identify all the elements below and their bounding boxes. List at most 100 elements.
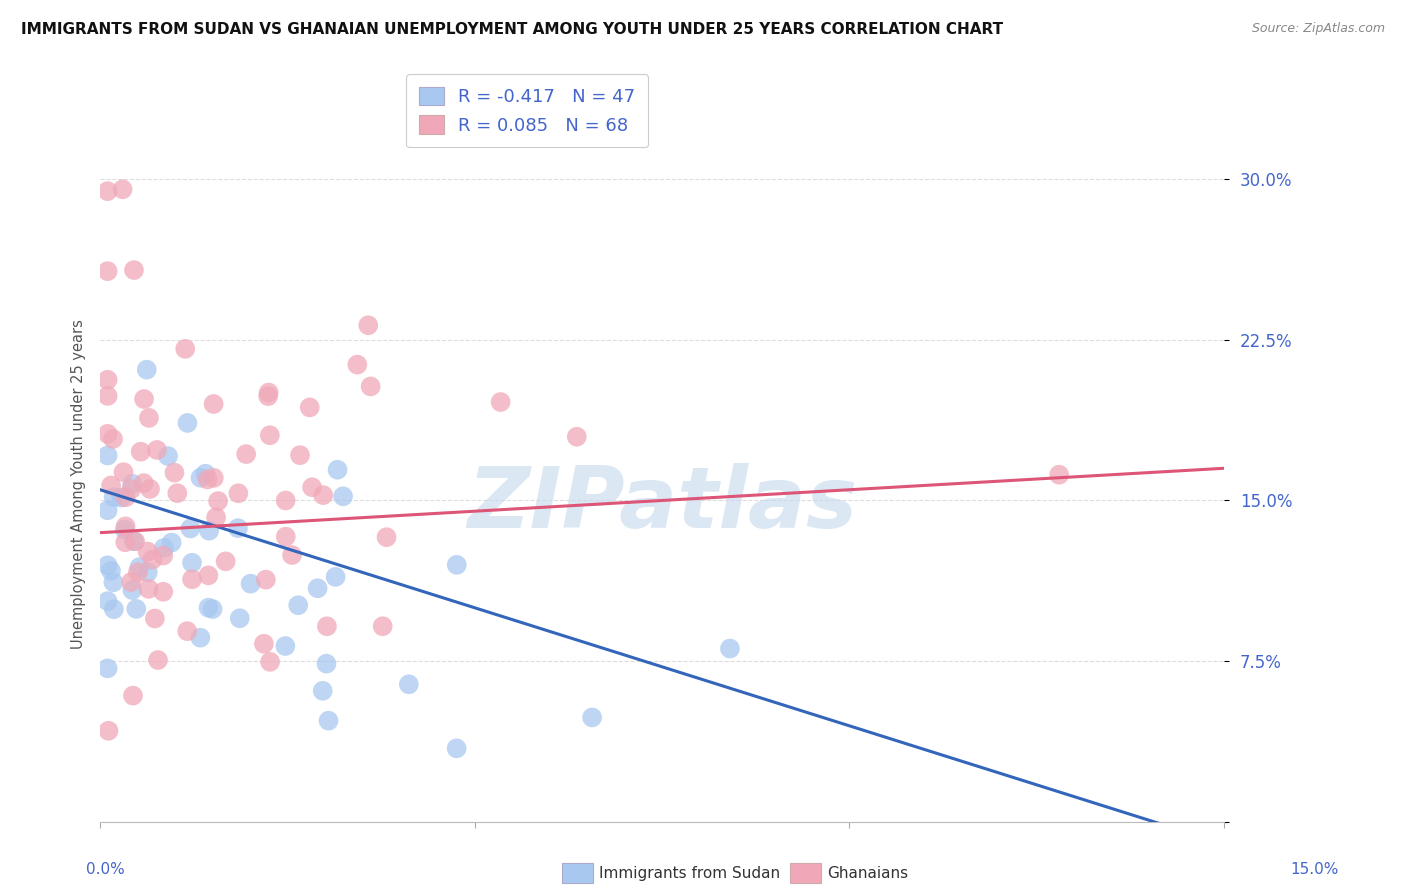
Point <box>239 576 262 591</box>
Point <box>97 449 120 463</box>
Point <box>581 710 603 724</box>
Point <box>163 466 186 480</box>
Y-axis label: Unemployment Among Youth under 25 years: Unemployment Among Youth under 25 years <box>72 319 86 649</box>
Point <box>274 493 297 508</box>
Point <box>112 465 135 479</box>
Point <box>489 395 512 409</box>
Text: Source: ZipAtlas.com: Source: ZipAtlas.com <box>1251 22 1385 36</box>
Point <box>138 410 160 425</box>
Point <box>120 482 142 496</box>
Point <box>346 358 368 372</box>
Point <box>229 611 252 625</box>
Point <box>103 575 125 590</box>
Point <box>201 602 224 616</box>
Point <box>316 619 339 633</box>
Point <box>136 566 159 580</box>
Point <box>235 447 257 461</box>
Point <box>122 689 145 703</box>
Point <box>190 471 212 485</box>
Point <box>288 448 311 462</box>
Point <box>325 570 347 584</box>
Point <box>312 683 335 698</box>
Point <box>122 534 145 549</box>
Point <box>160 535 183 549</box>
Point <box>166 486 188 500</box>
Point <box>143 611 166 625</box>
Point <box>360 379 382 393</box>
Point <box>103 490 125 504</box>
Point <box>398 677 420 691</box>
Text: 0.0%: 0.0% <box>86 863 125 877</box>
Point <box>257 385 280 400</box>
Point <box>128 560 150 574</box>
Point <box>100 564 122 578</box>
Point <box>146 442 169 457</box>
Point <box>125 602 148 616</box>
Point <box>97 373 120 387</box>
Point <box>135 362 157 376</box>
Point <box>214 554 236 568</box>
Point <box>205 510 228 524</box>
Text: ZIPatlas: ZIPatlas <box>467 463 858 546</box>
Point <box>198 524 221 538</box>
Point <box>226 521 249 535</box>
Point <box>97 594 120 608</box>
Point <box>281 548 304 562</box>
Legend: R = -0.417   N = 47, R = 0.085   N = 68: R = -0.417 N = 47, R = 0.085 N = 68 <box>406 74 648 147</box>
Point <box>718 641 741 656</box>
Point <box>181 556 204 570</box>
Point <box>287 599 309 613</box>
Point <box>565 430 588 444</box>
Point <box>97 661 120 675</box>
Point <box>179 521 201 535</box>
Point <box>114 535 136 549</box>
Point <box>136 544 159 558</box>
Point <box>156 449 179 463</box>
Point <box>97 426 120 441</box>
Point <box>202 397 225 411</box>
Point <box>174 342 197 356</box>
Point <box>357 318 380 333</box>
Point <box>318 714 340 728</box>
Point <box>114 519 136 533</box>
Point <box>254 573 277 587</box>
Point <box>257 389 280 403</box>
Point <box>97 558 120 573</box>
Point <box>274 530 297 544</box>
Point <box>122 263 145 277</box>
Point <box>101 432 124 446</box>
Point <box>111 182 134 196</box>
Point <box>228 486 250 500</box>
Point <box>120 575 142 590</box>
Text: Immigrants from Sudan: Immigrants from Sudan <box>599 866 780 880</box>
Point <box>315 657 337 671</box>
Point <box>446 558 468 572</box>
Point <box>146 653 169 667</box>
Point <box>153 541 176 555</box>
Point <box>124 534 146 549</box>
Point <box>446 741 468 756</box>
Point <box>298 401 321 415</box>
Point <box>332 489 354 503</box>
Point <box>274 639 297 653</box>
Point <box>307 582 329 596</box>
Point <box>207 494 229 508</box>
Point <box>194 467 217 481</box>
Point <box>181 572 204 586</box>
Point <box>97 184 120 198</box>
Text: Ghanaians: Ghanaians <box>827 866 908 880</box>
Point <box>97 503 120 517</box>
Text: IMMIGRANTS FROM SUDAN VS GHANAIAN UNEMPLOYMENT AMONG YOUTH UNDER 25 YEARS CORREL: IMMIGRANTS FROM SUDAN VS GHANAIAN UNEMPL… <box>21 22 1004 37</box>
Point <box>253 637 276 651</box>
Point <box>190 631 212 645</box>
Point <box>1047 467 1070 482</box>
Point <box>97 723 120 738</box>
Point <box>100 478 122 492</box>
Point <box>141 552 163 566</box>
Point <box>197 600 219 615</box>
Point <box>129 444 152 458</box>
Point <box>259 428 281 442</box>
Point <box>152 584 174 599</box>
Point <box>301 480 323 494</box>
Point <box>197 568 219 582</box>
